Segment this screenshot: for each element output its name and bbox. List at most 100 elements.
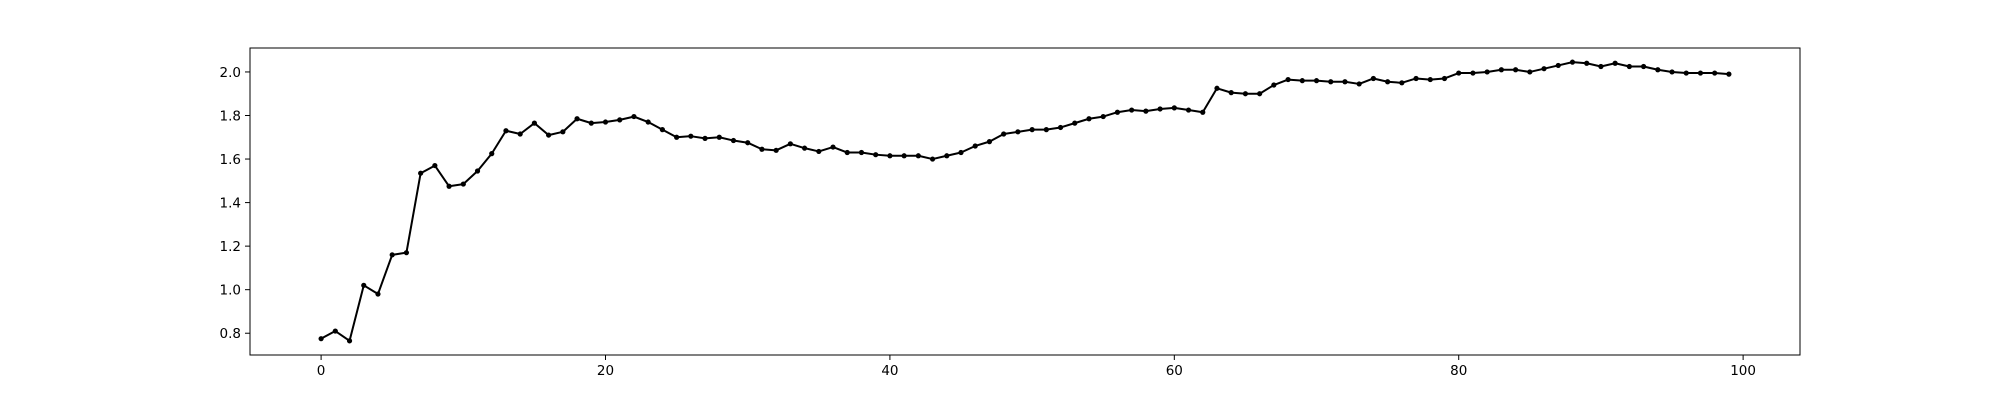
plot-area bbox=[318, 59, 1732, 344]
data-point bbox=[801, 145, 808, 151]
data-point bbox=[1697, 70, 1704, 76]
data-point bbox=[1555, 62, 1561, 69]
data-point bbox=[432, 162, 438, 169]
data-point bbox=[716, 134, 722, 140]
x-tick-label: 0 bbox=[317, 363, 326, 379]
data-point bbox=[1413, 75, 1419, 82]
data-point bbox=[474, 168, 481, 174]
data-point bbox=[1171, 105, 1177, 111]
data-point bbox=[1342, 79, 1348, 85]
data-point bbox=[546, 132, 552, 138]
data-point bbox=[787, 141, 793, 147]
data-point bbox=[901, 153, 907, 159]
data-point bbox=[858, 149, 865, 156]
data-point bbox=[1043, 127, 1049, 133]
x-tick-label: 20 bbox=[597, 363, 614, 379]
data-point bbox=[1385, 79, 1391, 85]
data-point bbox=[1271, 82, 1277, 88]
data-point bbox=[1726, 71, 1732, 77]
data-point bbox=[1640, 63, 1647, 70]
data-point bbox=[361, 282, 367, 288]
data-point bbox=[1185, 107, 1192, 113]
data-point bbox=[1129, 107, 1135, 113]
x-tick-label: 100 bbox=[1730, 363, 1756, 379]
data-point bbox=[631, 113, 637, 120]
data-point bbox=[1200, 109, 1206, 115]
data-point bbox=[1257, 91, 1263, 97]
data-point bbox=[730, 137, 737, 144]
data-point bbox=[1498, 67, 1504, 73]
data-point bbox=[1541, 66, 1547, 72]
data-point bbox=[318, 336, 324, 342]
data-point bbox=[1712, 70, 1718, 76]
data-point bbox=[1001, 131, 1007, 137]
data-point bbox=[759, 146, 765, 152]
y-tick-label: 2.0 bbox=[220, 65, 241, 81]
data-point bbox=[1626, 63, 1632, 70]
y-tick-label: 1.2 bbox=[220, 239, 241, 255]
data-point bbox=[1285, 76, 1291, 83]
data-point bbox=[1669, 69, 1675, 75]
data-point bbox=[1086, 116, 1092, 122]
data-point bbox=[1015, 129, 1021, 135]
data-point bbox=[972, 143, 978, 149]
data-point bbox=[346, 338, 353, 344]
data-point bbox=[929, 156, 936, 162]
data-point bbox=[531, 120, 538, 126]
data-point bbox=[745, 140, 751, 146]
data-point bbox=[1370, 75, 1376, 82]
data-point bbox=[503, 128, 509, 134]
data-point bbox=[1214, 85, 1220, 91]
data-point bbox=[887, 153, 893, 159]
data-point bbox=[1157, 106, 1163, 112]
x-tick-label: 40 bbox=[881, 363, 898, 379]
data-point bbox=[403, 250, 410, 256]
data-point bbox=[986, 139, 993, 145]
data-point bbox=[1470, 70, 1476, 76]
data-point bbox=[1328, 79, 1334, 85]
y-tick-label: 1.4 bbox=[220, 196, 241, 212]
data-point bbox=[1057, 124, 1064, 131]
data-point bbox=[1356, 81, 1362, 87]
data-point bbox=[1313, 78, 1320, 84]
x-axis: 0 20 40 60 80 100 bbox=[317, 355, 1756, 379]
data-point bbox=[1683, 70, 1689, 76]
data-point bbox=[446, 183, 452, 189]
y-axis: 0.8 1.0 1.2 1.4 1.6 1.8 2.0 bbox=[220, 65, 250, 342]
axes-frame bbox=[249, 47, 1801, 356]
data-point bbox=[574, 116, 580, 122]
data-point bbox=[1029, 127, 1035, 133]
y-tick-label: 0.8 bbox=[220, 326, 241, 342]
data-point bbox=[418, 170, 424, 176]
data-point bbox=[1512, 67, 1519, 73]
data-point bbox=[1242, 91, 1249, 97]
data-point bbox=[773, 147, 779, 153]
data-point bbox=[560, 129, 566, 135]
data-point bbox=[1100, 113, 1106, 120]
data-point bbox=[517, 131, 523, 137]
data-point bbox=[1527, 69, 1533, 75]
data-point bbox=[915, 153, 921, 159]
data-point bbox=[702, 135, 708, 141]
data-point bbox=[659, 127, 665, 133]
data-point bbox=[617, 117, 623, 123]
y-tick-label: 1.6 bbox=[220, 152, 241, 168]
x-tick-label: 60 bbox=[1166, 363, 1183, 379]
data-point bbox=[1441, 75, 1448, 82]
data-point bbox=[375, 291, 381, 297]
data-point bbox=[1655, 67, 1661, 73]
data-point bbox=[389, 252, 395, 258]
data-point bbox=[844, 149, 850, 156]
data-point bbox=[460, 181, 466, 187]
data-point bbox=[1612, 60, 1618, 66]
data-point bbox=[816, 148, 822, 155]
x-tick-label: 80 bbox=[1450, 363, 1467, 379]
data-point bbox=[332, 328, 338, 334]
data-point bbox=[1399, 80, 1405, 86]
data-point bbox=[1228, 90, 1234, 96]
series-line bbox=[320, 61, 1729, 342]
data-point bbox=[830, 144, 836, 150]
